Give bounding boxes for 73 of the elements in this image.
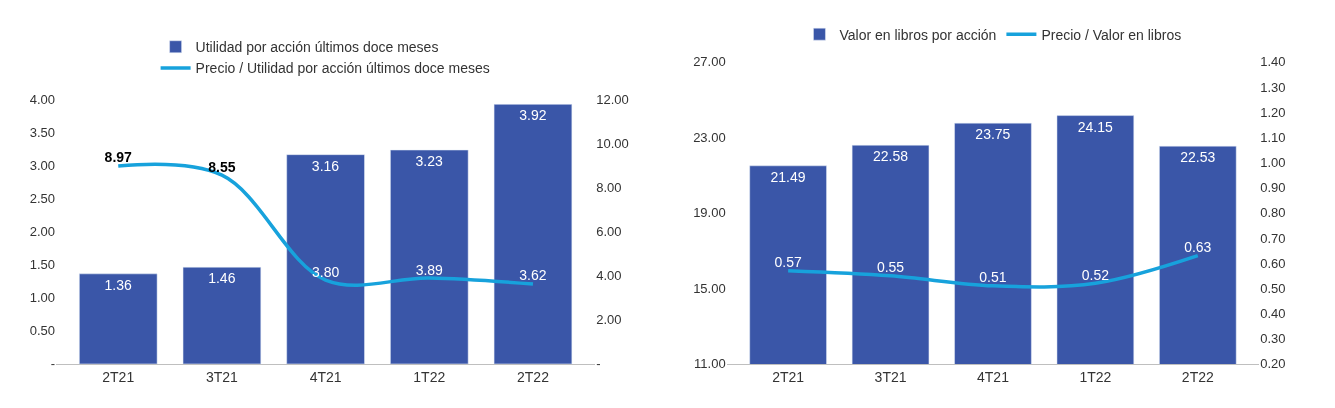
legend-label: Valor en libros por acción [839,26,997,43]
data-label: 21.49 [770,168,806,185]
x-tick-label: 2T21 [772,368,805,385]
y-tick-label: 19.00 [693,205,726,221]
data-label: 0.57 [774,254,802,271]
legend-label: Precio / Utilidad por acción últimos doce meses [195,60,490,77]
y2-tick-label: 0.50 [1260,280,1286,296]
data-label: 23.75 [975,126,1011,143]
data-label: 22.58 [872,148,909,165]
y2-tick-label: 0.30 [1260,331,1286,347]
y2-tick-label: 8.00 [596,179,622,195]
legend-label: Utilidad por acción últimos doce meses [195,39,439,56]
x-tick-label: 1T22 [1079,368,1112,385]
data-label: 3.23 [415,153,444,170]
bar [390,149,469,364]
bar [286,154,365,364]
y2-tick-label: 1.30 [1260,79,1286,95]
y-tick-label: 3.00 [29,157,56,173]
bar [493,104,573,364]
legend-label: Precio / Valor en libros [1041,26,1182,43]
y-tick-label: 1.50 [29,257,56,273]
y2-tick-label: 0.60 [1260,255,1286,271]
bar [182,266,262,364]
x-tick-label: 2T22 [517,368,550,385]
y-tick-label: - [50,356,56,372]
bar [79,273,158,364]
y-tick-label: 1.00 [29,290,56,306]
y-tick-label: 27.00 [693,54,726,70]
x-tick-label: 1T22 [413,368,446,385]
y-tick-label: 11.00 [694,356,726,372]
y-tick-label: 3.50 [29,124,56,140]
y2-tick-label: 1.10 [1260,129,1286,145]
x-tick-label: 4T21 [977,368,1010,385]
data-label: 24.15 [1077,118,1113,135]
data-label: 0.51 [979,269,1007,286]
y-tick-label: 0.50 [29,323,56,339]
y-tick-label: 4.00 [29,91,56,107]
y-tick-label: 2.00 [29,224,56,240]
data-label: 8.97 [104,149,133,166]
y2-tick-label: 1.40 [1260,54,1286,70]
data-label: 3.92 [519,107,547,124]
y2-tick-label: 0.80 [1260,205,1286,221]
x-tick-label: 2T21 [102,368,135,385]
data-label: 3.80 [311,263,340,280]
x-tick-label: 3T21 [874,368,907,385]
y2-tick-label: 10.00 [596,135,629,151]
x-tick-label: 4T21 [309,368,342,385]
data-label: 0.52 [1081,266,1110,283]
y2-tick-label: 1.00 [1260,155,1286,171]
y2-tick-label: 4.00 [596,268,622,284]
y2-tick-label: 0.40 [1260,306,1286,322]
y-tick-label: 23.00 [693,129,726,145]
y-tick-label: 15.00 [693,280,726,296]
data-label: 8.55 [208,158,236,175]
y2-tick-label: 1.20 [1260,104,1286,120]
data-label: 22.53 [1180,149,1216,166]
x-tick-label: 3T21 [205,368,239,385]
data-label: 1.36 [104,276,132,293]
data-label: 3.89 [415,261,444,278]
y2-tick-label: 2.00 [596,312,622,328]
y2-tick-label: 0.90 [1260,180,1286,196]
data-label: 1.46 [208,270,236,287]
y2-tick-label: 6.00 [596,224,622,240]
data-label: 0.63 [1184,239,1212,256]
x-tick-label: 2T22 [1181,368,1214,385]
y2-tick-label: - [596,356,601,372]
y-tick-label: 2.50 [29,190,56,206]
y2-tick-label: 0.70 [1260,230,1286,246]
y2-tick-label: 12.00 [596,91,629,107]
data-label: 3.16 [311,157,340,174]
y2-tick-label: 0.20 [1260,356,1286,372]
data-label: 0.55 [876,259,905,276]
data-label: 3.62 [519,267,547,284]
